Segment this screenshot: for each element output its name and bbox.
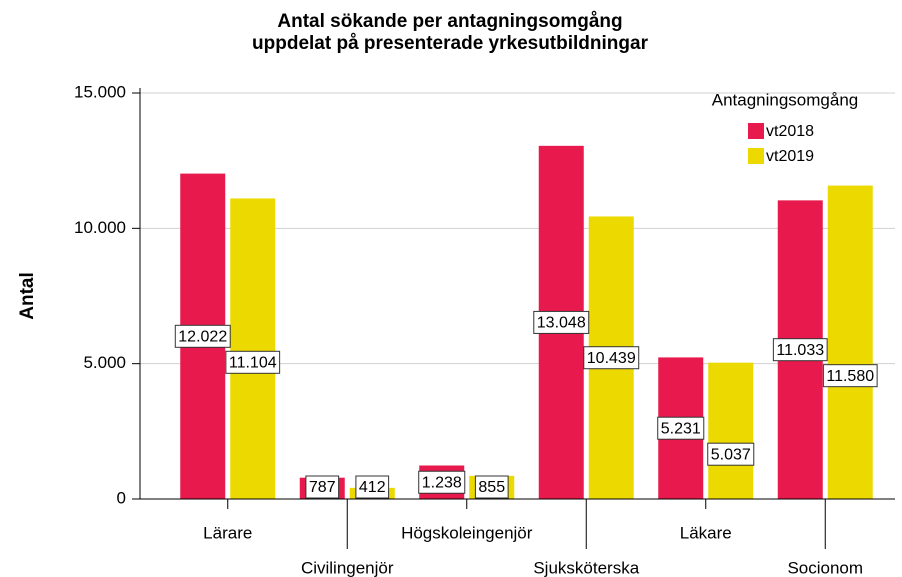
value-label: 1.238: [422, 474, 462, 491]
bar: [827, 185, 873, 499]
value-label: 5.231: [661, 420, 701, 437]
value-label: 787: [309, 479, 336, 496]
value-label-box: [533, 310, 590, 334]
chart-title: Antal sökande per antagningsomgång: [277, 11, 622, 32]
value-label-box: [174, 324, 231, 348]
y-tick-label: 0: [117, 488, 126, 507]
bar: [708, 362, 754, 499]
value-label-box: [474, 475, 509, 499]
value-label-box: [418, 470, 466, 494]
value-label: 12.022: [178, 329, 227, 346]
y-tick-label: 15.000: [74, 82, 126, 101]
value-label-box: [305, 475, 340, 499]
y-tick-label: 10.000: [74, 218, 126, 237]
chart-title: uppdelat på presenterade yrkesutbildning…: [252, 33, 649, 54]
value-label: 11.104: [229, 355, 277, 372]
legend-title: Antagningsomgång: [712, 90, 859, 109]
value-label-box: [225, 350, 281, 374]
value-label: 11.033: [776, 342, 824, 359]
x-tick-label: Sjuksköterska: [533, 558, 639, 577]
legend-swatch: [748, 148, 764, 164]
bar: [230, 198, 276, 500]
value-label: 5.037: [711, 446, 751, 463]
value-label-box: [657, 416, 705, 440]
value-label: 855: [478, 479, 505, 496]
y-axis-label: Antal: [17, 272, 38, 320]
value-label-box: [707, 442, 755, 466]
value-label-box: [355, 475, 390, 499]
x-tick-label: Civilingenjör: [301, 558, 394, 577]
value-label-box: [583, 346, 640, 370]
value-label: 10.439: [587, 350, 636, 367]
value-label-box: [822, 364, 878, 388]
x-tick-label: Socionom: [787, 558, 863, 577]
y-tick-label: 5.000: [83, 353, 126, 372]
value-label: 11.580: [826, 368, 874, 385]
legend-label: vt2019: [766, 148, 814, 165]
value-label: 13.048: [537, 315, 586, 332]
x-tick-label: Högskoleingenjör: [401, 523, 533, 542]
legend-swatch: [748, 123, 764, 139]
value-label-box: [772, 338, 828, 362]
legend-label: vt2018: [766, 123, 814, 140]
value-label: 412: [359, 479, 386, 496]
x-tick-label: Lärare: [203, 523, 252, 542]
x-tick-label: Läkare: [680, 523, 732, 542]
